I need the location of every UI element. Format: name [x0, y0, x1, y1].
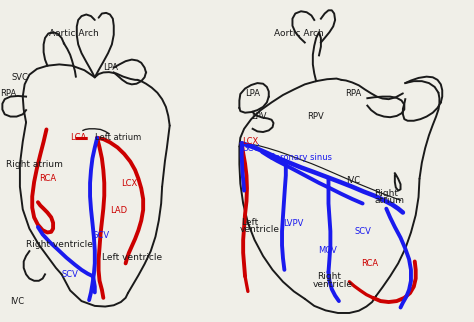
Text: Right atrium: Right atrium — [6, 160, 63, 169]
Text: Left atrium: Left atrium — [95, 133, 141, 142]
Text: IVC: IVC — [346, 176, 360, 185]
Text: LPV: LPV — [251, 112, 267, 121]
Text: GCV: GCV — [91, 231, 109, 240]
Text: LVPV: LVPV — [283, 219, 304, 228]
Text: LPA: LPA — [103, 63, 118, 72]
Text: RCA: RCA — [39, 174, 56, 183]
Text: Aortic Arch: Aortic Arch — [49, 29, 98, 38]
Text: ventricle: ventricle — [313, 279, 353, 289]
Text: atrium: atrium — [374, 196, 404, 205]
Text: LPA: LPA — [246, 89, 261, 98]
Text: SVC: SVC — [12, 73, 29, 82]
Text: RPA: RPA — [345, 89, 361, 98]
Text: MCV: MCV — [319, 246, 337, 255]
Text: Left ventricle: Left ventricle — [102, 253, 162, 262]
Text: Right ventricle: Right ventricle — [26, 240, 93, 249]
Text: LCX: LCX — [242, 137, 258, 146]
Text: GCV: GCV — [242, 144, 260, 153]
Text: Right: Right — [317, 272, 341, 281]
Text: RPA: RPA — [0, 89, 16, 98]
Text: SCV: SCV — [62, 270, 79, 279]
Text: Left: Left — [241, 218, 258, 227]
Text: Aortic Arch: Aortic Arch — [274, 29, 323, 38]
Text: Right: Right — [374, 189, 399, 198]
Text: IVC: IVC — [10, 297, 25, 306]
Text: Coronary sinus: Coronary sinus — [269, 153, 332, 162]
Text: RPV: RPV — [307, 112, 324, 121]
Text: SCV: SCV — [355, 227, 372, 236]
Text: LCA: LCA — [70, 133, 86, 142]
Text: ventricle: ventricle — [239, 225, 279, 234]
Text: RCA: RCA — [361, 259, 378, 268]
Text: LCX: LCX — [121, 179, 137, 188]
Text: LAD: LAD — [110, 206, 127, 215]
